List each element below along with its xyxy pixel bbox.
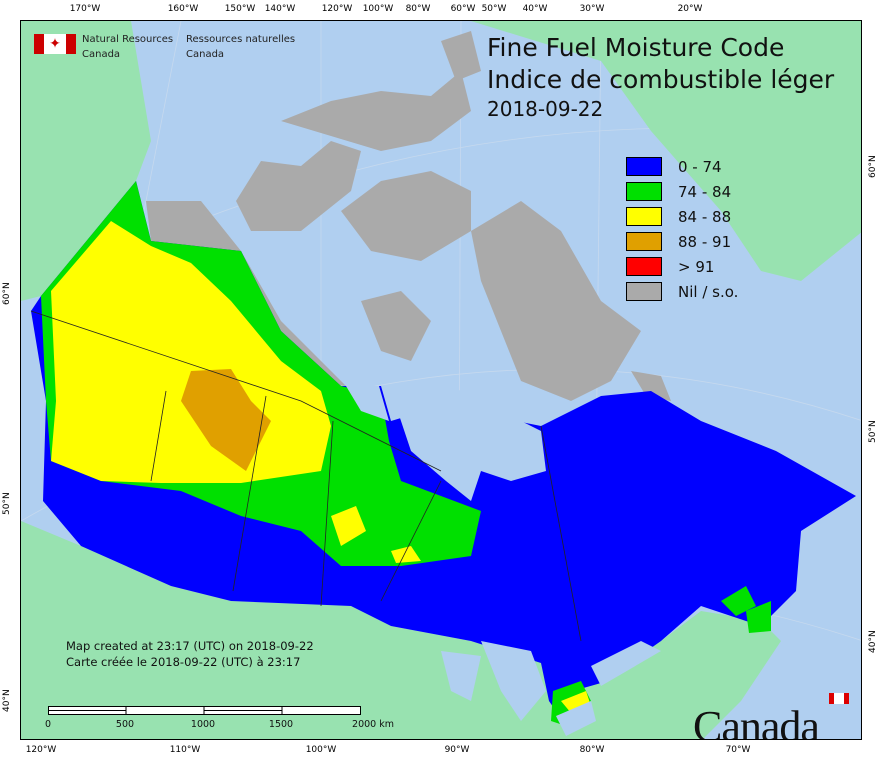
credit-en: Map created at 23:17 (UTC) on 2018-09-22: [66, 639, 314, 653]
lon-label: 30°W: [579, 4, 605, 14]
map-title-fr: Indice de combustible léger: [487, 65, 835, 94]
lon-label: 70°W: [725, 745, 751, 755]
lon-label: 40°W: [522, 4, 548, 14]
legend-swatch: [626, 182, 662, 201]
legend-label: > 91: [678, 257, 715, 276]
lon-label: 60°W: [450, 4, 476, 14]
scale-bar: [48, 706, 361, 715]
canada-flag-icon: ✦: [34, 34, 76, 54]
lat-label: 40°N: [868, 630, 878, 653]
lon-label: 80°W: [405, 4, 431, 14]
legend-label: 84 - 88: [678, 207, 732, 226]
lon-label: 110°W: [169, 745, 201, 755]
lon-label: 100°W: [362, 4, 394, 14]
lon-label: 170°W: [69, 4, 101, 14]
legend-label: 74 - 84: [678, 182, 732, 201]
legend-item: > 91: [626, 254, 738, 279]
province-borders: [30, 310, 582, 642]
scale-label: 1500: [268, 719, 294, 730]
wordmark-flag-icon: [829, 693, 849, 704]
lat-label: 60°N: [868, 155, 878, 178]
legend-item: 88 - 91: [626, 229, 738, 254]
outside-land: [21, 21, 861, 739]
nrc-en-line2: Canada: [82, 49, 121, 60]
legend-label: 88 - 91: [678, 232, 732, 251]
lon-label: 160°W: [167, 4, 199, 14]
lon-label: 150°W: [224, 4, 256, 14]
legend-item: 74 - 84: [626, 179, 738, 204]
scale-label: 500: [115, 719, 135, 730]
legend-swatch: [626, 282, 662, 301]
legend-item: Nil / s.o.: [626, 279, 738, 304]
legend-item: 0 - 74: [626, 154, 738, 179]
map-date: 2018-09-22: [487, 97, 604, 121]
legend-swatch: [626, 232, 662, 251]
legend: 0 - 74 74 - 84 84 - 88 88 - 91 > 91 Nil …: [626, 154, 738, 304]
nrc-en-line1: Natural Resources: [82, 34, 174, 45]
lat-label: 40°N: [2, 689, 12, 712]
lon-label: 90°W: [444, 745, 470, 755]
lat-label: 50°N: [2, 492, 12, 515]
lon-label: 20°W: [677, 4, 703, 14]
canada-wordmark: Canada: [693, 702, 820, 740]
lon-label: 80°W: [579, 745, 605, 755]
water-bodies: [346, 381, 661, 736]
legend-swatch: [626, 257, 662, 276]
fwi-class-88-91: [181, 369, 271, 471]
lat-label: 50°N: [868, 420, 878, 443]
scale-label: 0: [44, 719, 52, 730]
credit-fr: Carte créée le 2018-09-22 (UTC) à 23:17: [66, 655, 301, 669]
lon-label: 50°W: [481, 4, 507, 14]
lon-label: 140°W: [264, 4, 296, 14]
legend-swatch: [626, 157, 662, 176]
lon-label: 120°W: [321, 4, 353, 14]
lon-label: 100°W: [305, 745, 337, 755]
map-title-en: Fine Fuel Moisture Code: [487, 33, 785, 62]
legend-swatch: [626, 207, 662, 226]
legend-label: 0 - 74: [678, 157, 722, 176]
legend-item: 84 - 88: [626, 204, 738, 229]
fire-weather-map: [21, 21, 861, 739]
scale-label: 2000 km: [352, 719, 394, 730]
nrc-fr-line2: Canada: [186, 49, 225, 60]
nrc-fr-line1: Ressources naturelles: [186, 34, 296, 45]
map-credit: Map created at 23:17 (UTC) on 2018-09-22…: [66, 638, 314, 670]
legend-label: Nil / s.o.: [678, 282, 739, 301]
scale-label: 1000: [190, 719, 216, 730]
map-frame: ✦ Natural Resources Canada Ressources na…: [20, 20, 862, 740]
lon-label: 120°W: [25, 745, 57, 755]
lat-label: 60°N: [2, 282, 12, 305]
